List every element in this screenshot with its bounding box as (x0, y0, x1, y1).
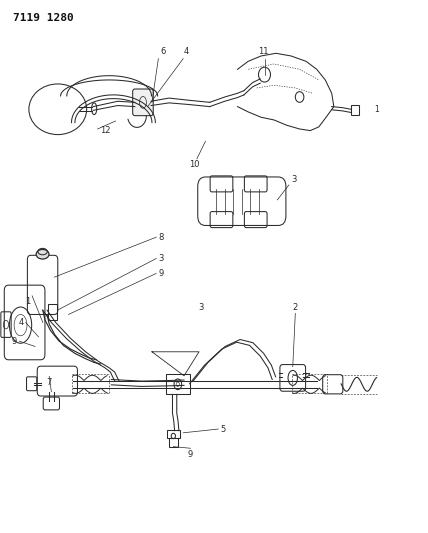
Text: 6: 6 (160, 47, 165, 56)
Text: 9: 9 (188, 450, 193, 459)
Text: 9: 9 (12, 337, 17, 345)
Text: 8: 8 (158, 233, 164, 241)
Text: 1: 1 (25, 297, 30, 305)
Text: 9: 9 (158, 269, 163, 278)
Ellipse shape (36, 249, 49, 259)
Text: 11: 11 (258, 47, 268, 56)
Text: 3: 3 (199, 303, 204, 312)
Text: 7: 7 (47, 378, 52, 387)
Text: 2: 2 (293, 303, 298, 312)
Text: 4: 4 (18, 318, 24, 327)
Text: 12: 12 (101, 126, 111, 135)
FancyBboxPatch shape (133, 89, 153, 116)
Text: 10: 10 (190, 160, 200, 169)
Text: 3: 3 (291, 175, 297, 184)
Text: 7119 1280: 7119 1280 (13, 13, 74, 23)
Text: 3: 3 (158, 254, 164, 263)
Text: 4: 4 (184, 47, 189, 56)
Text: 5: 5 (220, 425, 226, 433)
Text: 1: 1 (374, 105, 379, 114)
